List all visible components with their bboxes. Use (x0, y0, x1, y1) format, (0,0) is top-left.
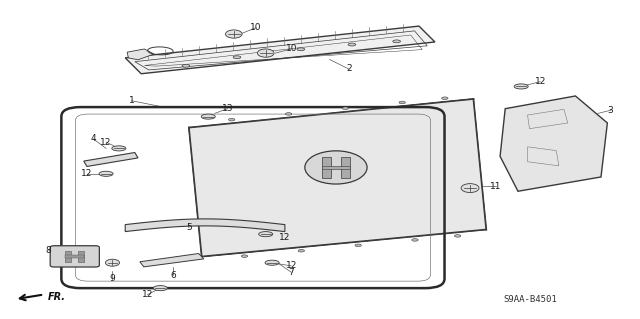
Text: 9: 9 (109, 274, 115, 283)
Ellipse shape (285, 113, 292, 115)
Text: 12: 12 (285, 261, 297, 271)
Polygon shape (322, 166, 350, 169)
Polygon shape (500, 96, 607, 191)
Ellipse shape (228, 118, 235, 121)
Circle shape (461, 184, 479, 193)
Text: 10: 10 (285, 44, 297, 54)
Text: S9AA-B4501: S9AA-B4501 (504, 295, 557, 304)
Ellipse shape (514, 84, 528, 89)
Ellipse shape (298, 249, 305, 252)
Ellipse shape (393, 40, 401, 43)
Polygon shape (125, 219, 285, 232)
Text: 13: 13 (221, 104, 233, 113)
Text: 12: 12 (279, 233, 291, 242)
Text: 12: 12 (534, 77, 546, 86)
Ellipse shape (305, 151, 367, 184)
Ellipse shape (241, 255, 248, 257)
Text: FR.: FR. (48, 292, 66, 302)
Ellipse shape (454, 234, 461, 237)
Polygon shape (84, 152, 138, 167)
Polygon shape (125, 26, 435, 74)
Polygon shape (65, 251, 71, 262)
Text: 4: 4 (90, 134, 96, 143)
Polygon shape (341, 157, 350, 178)
Polygon shape (322, 157, 331, 178)
Ellipse shape (182, 64, 189, 67)
Ellipse shape (259, 232, 273, 237)
Text: 3: 3 (608, 106, 614, 115)
Circle shape (106, 259, 120, 266)
Text: 10: 10 (250, 23, 262, 32)
Ellipse shape (265, 260, 279, 265)
Circle shape (257, 49, 274, 57)
Polygon shape (78, 251, 84, 262)
Ellipse shape (297, 48, 305, 51)
Ellipse shape (154, 286, 168, 291)
Text: 12: 12 (142, 290, 153, 299)
Text: 2: 2 (346, 64, 351, 73)
Text: 8: 8 (45, 246, 51, 255)
Ellipse shape (112, 146, 126, 151)
Text: 5: 5 (186, 223, 192, 232)
Ellipse shape (355, 244, 362, 247)
Text: 12: 12 (100, 137, 112, 146)
Ellipse shape (442, 97, 448, 100)
Text: 6: 6 (170, 271, 176, 280)
Ellipse shape (201, 114, 215, 119)
Ellipse shape (233, 56, 241, 59)
Text: 12: 12 (81, 169, 93, 178)
Ellipse shape (348, 43, 356, 46)
Ellipse shape (399, 101, 405, 104)
Text: 7: 7 (289, 268, 294, 277)
Polygon shape (65, 255, 84, 258)
Polygon shape (127, 49, 154, 60)
Polygon shape (189, 99, 486, 256)
FancyBboxPatch shape (50, 246, 99, 267)
Text: 1: 1 (129, 96, 134, 105)
Circle shape (225, 30, 242, 38)
Ellipse shape (342, 107, 349, 109)
Polygon shape (140, 254, 204, 267)
Ellipse shape (412, 239, 418, 241)
Ellipse shape (99, 171, 113, 176)
Text: 11: 11 (490, 182, 501, 191)
